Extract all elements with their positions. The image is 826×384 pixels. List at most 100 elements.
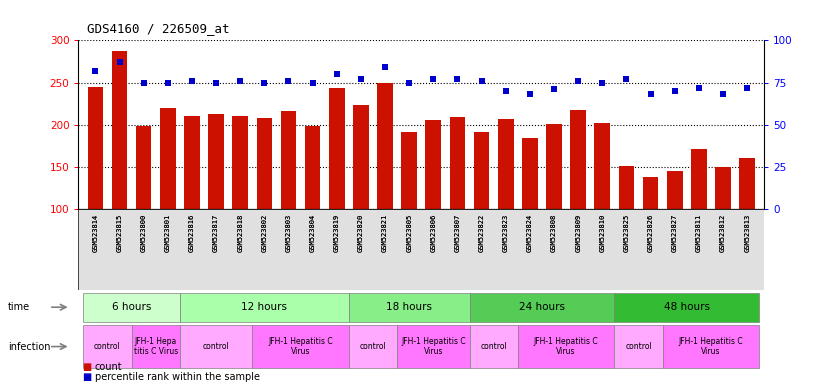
Text: GSM523820: GSM523820 [358, 214, 364, 252]
Text: GSM523820: GSM523820 [358, 214, 364, 252]
Text: GSM523826: GSM523826 [648, 214, 653, 252]
Bar [329, 88, 344, 294]
Bar [83, 325, 131, 368]
Text: GSM523816: GSM523816 [189, 214, 195, 252]
Point [354, 76, 368, 82]
Text: ■: ■ [83, 362, 92, 372]
Point [210, 79, 223, 86]
Bar [180, 325, 252, 368]
Text: 24 hours: 24 hours [519, 302, 565, 312]
Point [692, 84, 705, 91]
Point [499, 88, 512, 94]
Bar [160, 108, 176, 294]
Bar [131, 325, 180, 368]
Text: time: time [8, 302, 31, 312]
Bar [643, 177, 658, 294]
Text: JFH-1 Hepatitis C
Virus: JFH-1 Hepatitis C Virus [679, 337, 743, 356]
Bar [232, 116, 248, 294]
Bar [257, 118, 273, 294]
Text: GSM523824: GSM523824 [527, 214, 533, 252]
Text: GSM523817: GSM523817 [213, 214, 219, 252]
Text: GSM523823: GSM523823 [503, 214, 509, 252]
Text: GSM523816: GSM523816 [189, 214, 195, 252]
Bar [377, 83, 393, 294]
Point [185, 78, 198, 84]
Text: GSM523822: GSM523822 [478, 214, 485, 252]
Text: control: control [625, 342, 652, 351]
Text: GSM523806: GSM523806 [430, 214, 436, 252]
Text: JFH-1 Hepatitis C
Virus: JFH-1 Hepatitis C Virus [401, 337, 466, 356]
Bar [425, 120, 441, 294]
Text: JFH-1 Hepatitis C
Virus: JFH-1 Hepatitis C Virus [534, 337, 598, 356]
Bar [619, 166, 634, 294]
Point [137, 79, 150, 86]
Bar [570, 109, 586, 294]
Text: GSM523827: GSM523827 [672, 214, 677, 252]
Point [306, 79, 319, 86]
Bar [135, 126, 151, 294]
Text: control: control [480, 342, 507, 351]
Text: GSM523812: GSM523812 [720, 214, 726, 252]
Point [88, 68, 102, 74]
Text: GSM523804: GSM523804 [310, 214, 316, 252]
Text: GSM523804: GSM523804 [310, 214, 316, 252]
Text: GSM523806: GSM523806 [430, 214, 436, 252]
Text: GSM523809: GSM523809 [575, 214, 582, 252]
Bar [180, 293, 349, 322]
Point [258, 79, 271, 86]
Text: ■: ■ [83, 372, 92, 382]
Point [475, 78, 488, 84]
Bar [615, 325, 662, 368]
Text: 18 hours: 18 hours [387, 302, 432, 312]
Text: GSM523803: GSM523803 [286, 214, 292, 252]
Point [620, 76, 633, 82]
Text: GSM523803: GSM523803 [286, 214, 292, 252]
Text: GSM523812: GSM523812 [720, 214, 726, 252]
Point [330, 71, 344, 77]
Bar [474, 132, 490, 294]
Text: count: count [95, 362, 122, 372]
Bar [522, 138, 538, 294]
Text: GSM523821: GSM523821 [382, 214, 388, 252]
Text: GSM523818: GSM523818 [237, 214, 243, 252]
Text: GSM523811: GSM523811 [695, 214, 702, 252]
Point [451, 76, 464, 82]
Bar [518, 325, 615, 368]
Point [282, 78, 295, 84]
Text: GSM523815: GSM523815 [116, 214, 122, 252]
Point [668, 88, 681, 94]
Bar [305, 126, 320, 294]
Point [572, 78, 585, 84]
Text: control: control [94, 342, 121, 351]
Text: GSM523819: GSM523819 [334, 214, 339, 252]
Text: 12 hours: 12 hours [241, 302, 287, 312]
Text: GSM523809: GSM523809 [575, 214, 582, 252]
Bar [469, 325, 518, 368]
Bar [662, 325, 759, 368]
Text: GSM523805: GSM523805 [406, 214, 412, 252]
Text: GSM523818: GSM523818 [237, 214, 243, 252]
Point [427, 76, 440, 82]
Text: control: control [359, 342, 387, 351]
Text: GSM523807: GSM523807 [454, 214, 460, 252]
Text: GSM523811: GSM523811 [695, 214, 702, 252]
Text: JFH-1 Hepa
titis C Virus: JFH-1 Hepa titis C Virus [134, 337, 178, 356]
Bar [83, 293, 180, 322]
Text: GSM523805: GSM523805 [406, 214, 412, 252]
Text: 6 hours: 6 hours [112, 302, 151, 312]
Point [524, 91, 537, 98]
Point [548, 86, 561, 93]
Bar [184, 116, 200, 294]
Text: GSM523808: GSM523808 [551, 214, 557, 252]
Text: GSM523819: GSM523819 [334, 214, 339, 252]
Text: 48 hours: 48 hours [664, 302, 710, 312]
Bar [595, 123, 610, 294]
Bar [88, 87, 103, 294]
Text: GSM523822: GSM523822 [478, 214, 485, 252]
Bar [667, 171, 682, 294]
Bar [353, 105, 368, 294]
Text: GSM523817: GSM523817 [213, 214, 219, 252]
Bar [739, 158, 755, 294]
Bar [498, 119, 514, 294]
Text: GSM523801: GSM523801 [165, 214, 171, 252]
